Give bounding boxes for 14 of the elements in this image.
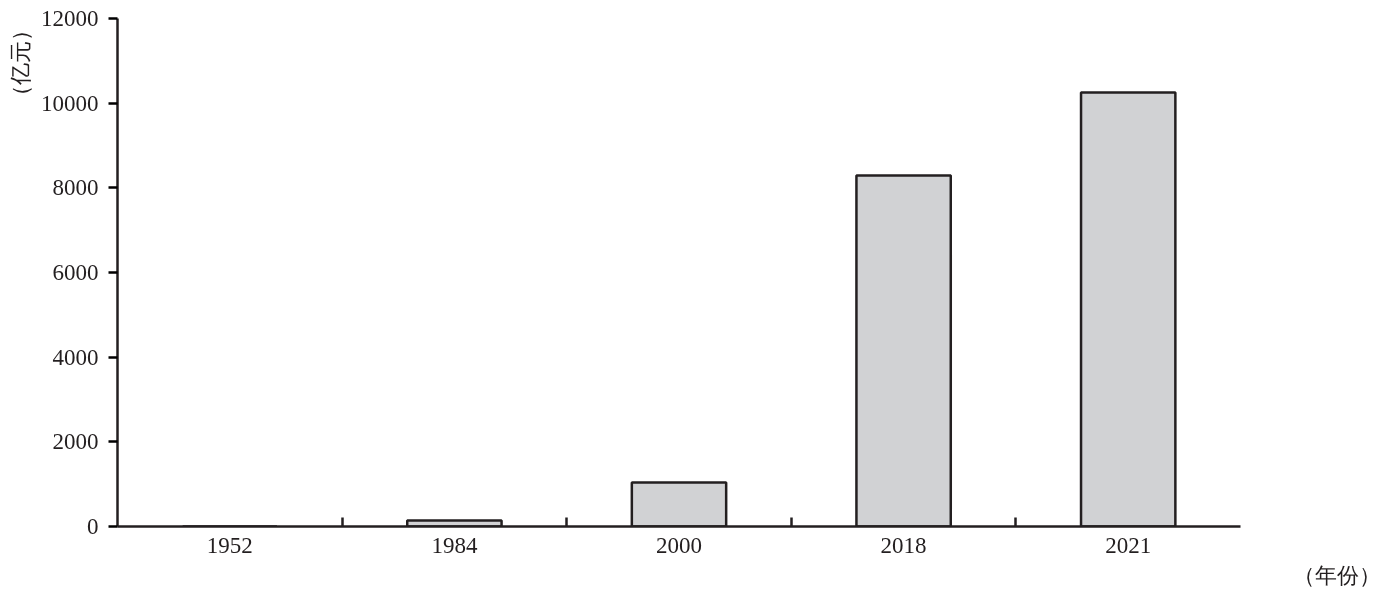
y-axis-title: （亿元） xyxy=(7,18,33,107)
y-tick-label: 12000 xyxy=(41,6,99,31)
y-tick-label: 6000 xyxy=(52,260,99,285)
x-axis-title: （年份） xyxy=(1292,562,1381,588)
y-tick-label: 8000 xyxy=(52,175,99,201)
x-tick-label: 2021 xyxy=(1105,532,1152,558)
y-tick-label: 2000 xyxy=(52,429,99,455)
x-tick-label: 2018 xyxy=(880,532,927,558)
y-tick-label: 10000 xyxy=(41,90,99,116)
y-tick-label: 0 xyxy=(87,514,99,539)
y-tick-label: 4000 xyxy=(52,344,99,370)
x-tick-label: 2000 xyxy=(656,532,702,558)
x-tick-label: 1984 xyxy=(431,532,478,558)
x-tick-label: 1952 xyxy=(206,532,253,558)
